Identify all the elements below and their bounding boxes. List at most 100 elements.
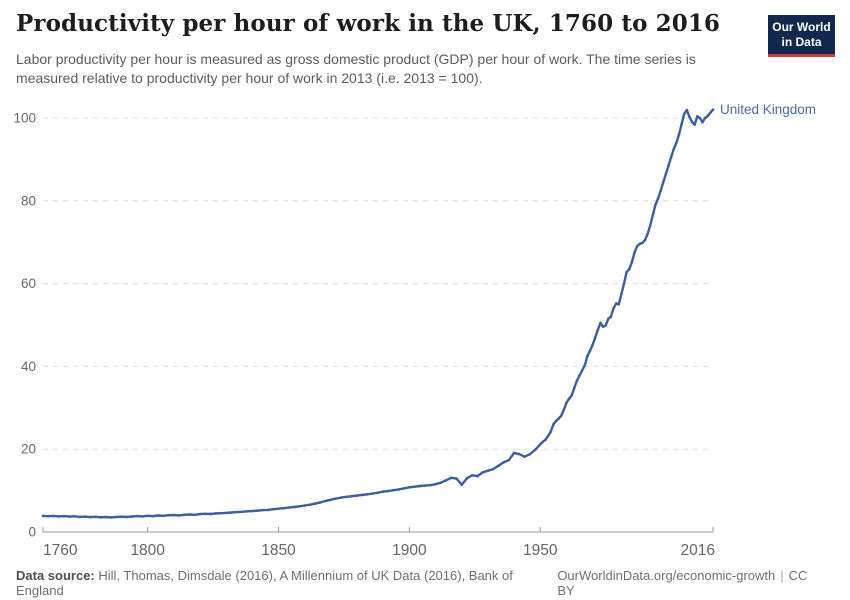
data-point (656, 197, 660, 200)
data-point (345, 495, 348, 499)
data-point (533, 448, 537, 452)
data-point (562, 408, 566, 412)
data-point (418, 484, 422, 488)
page-title: Productivity per hour of work in the UK,… (16, 10, 721, 37)
data-point (481, 471, 485, 474)
x-tick-label-1900: 1900 (392, 542, 427, 559)
data-point (583, 363, 587, 367)
data-point (62, 514, 66, 518)
data-point (230, 511, 233, 514)
data-point (693, 123, 696, 126)
data-point (167, 513, 170, 517)
data-point (381, 490, 385, 493)
data-point (83, 515, 87, 518)
data-point (706, 114, 710, 118)
data-point (698, 116, 702, 120)
data-point (486, 469, 490, 473)
data-point (578, 374, 581, 377)
data-point (528, 452, 532, 456)
footer-right: OurWorldinData.org/economic-growth | CC BY (557, 568, 825, 598)
data-point (376, 491, 380, 495)
data-point (546, 434, 550, 438)
data-point (680, 122, 683, 126)
data-point (235, 510, 238, 514)
series-line-united-kingdom[interactable] (41, 108, 715, 519)
data-point (413, 485, 416, 489)
data-point (628, 267, 631, 271)
data-point (711, 108, 715, 111)
data-source-text: Hill, Thomas, Dimsdale (2016), A Millenn… (16, 568, 513, 598)
data-point (303, 504, 307, 507)
owid-logo[interactable]: Our World in Data (768, 15, 835, 57)
data-point (635, 245, 639, 248)
chart-canvas[interactable]: 0 20 40 60 80 100 1760 1800 1850 1900 1950 2016 Unit… (0, 95, 850, 565)
data-point (641, 241, 644, 245)
data-point (565, 401, 568, 405)
data-point (99, 516, 102, 519)
owid-url-link[interactable]: OurWorldinData.org/economic-growth (557, 568, 776, 583)
data-point (46, 514, 50, 518)
data-point (41, 514, 45, 518)
data-point (677, 133, 681, 136)
data-point (355, 494, 359, 497)
data-point (209, 512, 212, 516)
data-point (177, 514, 181, 517)
data-point (434, 482, 437, 486)
data-point (439, 481, 443, 485)
data-point (109, 516, 113, 519)
data-point (646, 232, 649, 236)
data-point (675, 141, 678, 145)
data-point (617, 303, 621, 306)
data-point (591, 343, 594, 347)
data-point (308, 503, 312, 507)
data-point (334, 497, 338, 500)
data-point (609, 315, 613, 318)
data-point (156, 514, 160, 517)
owid-logo-line2: in Data (781, 35, 822, 49)
data-point (557, 417, 560, 420)
data-point (552, 423, 555, 426)
data-point (599, 321, 602, 325)
data-point (539, 442, 542, 446)
data-point (512, 451, 516, 455)
data-point (630, 260, 634, 264)
data-point (94, 515, 97, 519)
data-point (183, 513, 186, 517)
data-point (573, 386, 576, 390)
data-point (701, 120, 704, 124)
x-tick-label-2016: 2016 (681, 542, 715, 559)
data-point (541, 440, 545, 444)
data-point (648, 224, 652, 227)
data-point (570, 394, 573, 397)
data-point (614, 302, 618, 305)
data-point (607, 317, 610, 321)
data-point (593, 336, 597, 339)
data-point (219, 511, 223, 515)
y-tick-label-60: 60 (21, 276, 36, 291)
data-point (682, 112, 686, 116)
data-point (669, 156, 673, 159)
data-point (172, 513, 176, 517)
data-point (245, 510, 249, 513)
data-point (549, 430, 552, 434)
series-label-united-kingdom[interactable]: United Kingdom (720, 102, 816, 117)
data-point (408, 486, 411, 489)
data-point (272, 507, 275, 511)
data-point (633, 251, 636, 254)
data-point (654, 203, 657, 207)
data-point (667, 164, 670, 167)
data-point (604, 324, 607, 327)
data-point (450, 476, 453, 480)
data-point (672, 147, 675, 151)
y-tick-label-20: 20 (21, 442, 36, 457)
data-point (497, 464, 500, 468)
y-tick-label-0: 0 (28, 525, 36, 540)
data-point (329, 498, 333, 502)
data-point (266, 508, 270, 512)
data-point (580, 369, 584, 372)
owid-logo-line1: Our World (772, 20, 831, 34)
x-tick-label-1850: 1850 (261, 542, 296, 559)
data-point (491, 467, 495, 471)
data-point (397, 488, 401, 491)
data-point (423, 484, 427, 487)
